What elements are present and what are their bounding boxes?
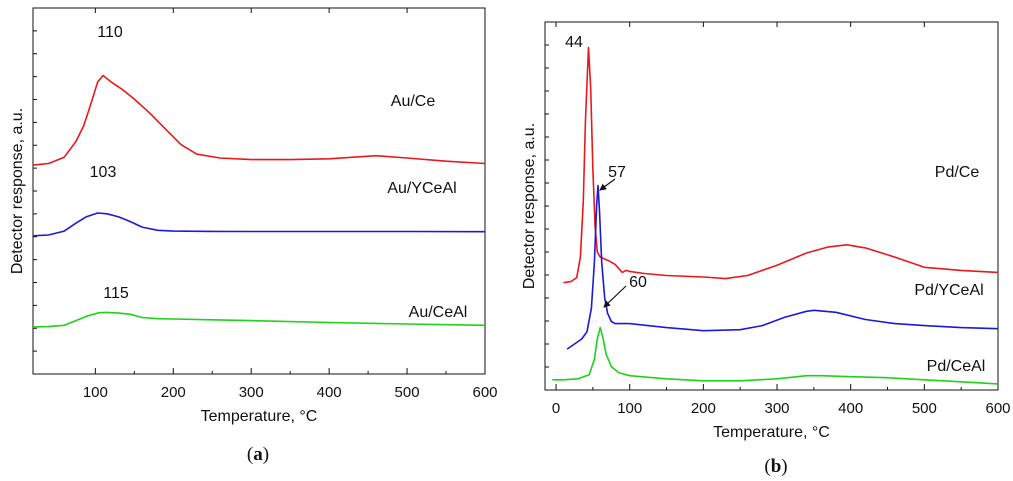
x-tick-label: 500 [912,400,937,417]
x-tick-label: 500 [395,384,420,401]
y-axis-label: Detector response, a.u. [9,108,26,274]
panel-label-close: ) [263,444,269,465]
series-label: Pd/Ce [935,164,980,181]
plot-frame [544,21,999,391]
x-tick-label: 100 [83,384,108,401]
panel-label-close: ) [781,456,787,476]
annotation-arrow [599,178,616,191]
panel-a: 100 200 300 400 500 600 Temperature, °C Detecto… [9,7,498,465]
panel-label: (a) [247,444,269,465]
peak-label: 57 [608,164,626,181]
x-tick-label: 300 [239,384,264,401]
x-axis-label: Temperature, °C [201,408,318,425]
x-tick-label: 400 [838,400,863,417]
x-axis-label: Temperature, °C [713,424,830,441]
x-tick-label: 100 [617,400,642,417]
panel-label-open: ( [764,456,770,476]
x-tick-label: 600 [472,384,497,401]
series-line-au-ceal [32,311,486,328]
peak-label: 103 [90,164,117,181]
panel-label-open: ( [247,444,253,465]
peak-label: 44 [565,34,583,51]
x-tick-label: 600 [985,400,1010,417]
peak-label: 60 [629,274,647,291]
x-tick-label: 200 [691,400,716,417]
series-line-au-yceal [32,212,486,237]
peak-label: 110 [97,24,123,41]
series-line-au-ce [32,74,486,166]
panel-label-letter: a [253,444,263,465]
series-label: Pd/CeAl [927,358,986,375]
series-label: Au/YCeAl [387,180,456,197]
panel-label: (b) [764,456,787,476]
peak-label: 115 [103,285,129,302]
series-line-pd-ceal [552,326,999,385]
x-tick-label: 300 [765,400,790,417]
panel-label-letter: b [771,456,782,476]
series-line-pd-yceal [566,184,999,350]
series-label: Pd/YCeAl [914,282,983,299]
series-label: Au/Ce [391,93,436,110]
x-tick-label: 200 [161,384,186,401]
series-line-pd-ce [563,46,999,284]
series-label: Au/CeAl [409,304,468,321]
x-tick-label: 0 [552,400,560,417]
annotation-arrow [603,285,627,308]
x-tick-label: 400 [317,384,342,401]
y-axis-label: Detector response, a.u. [521,123,538,289]
